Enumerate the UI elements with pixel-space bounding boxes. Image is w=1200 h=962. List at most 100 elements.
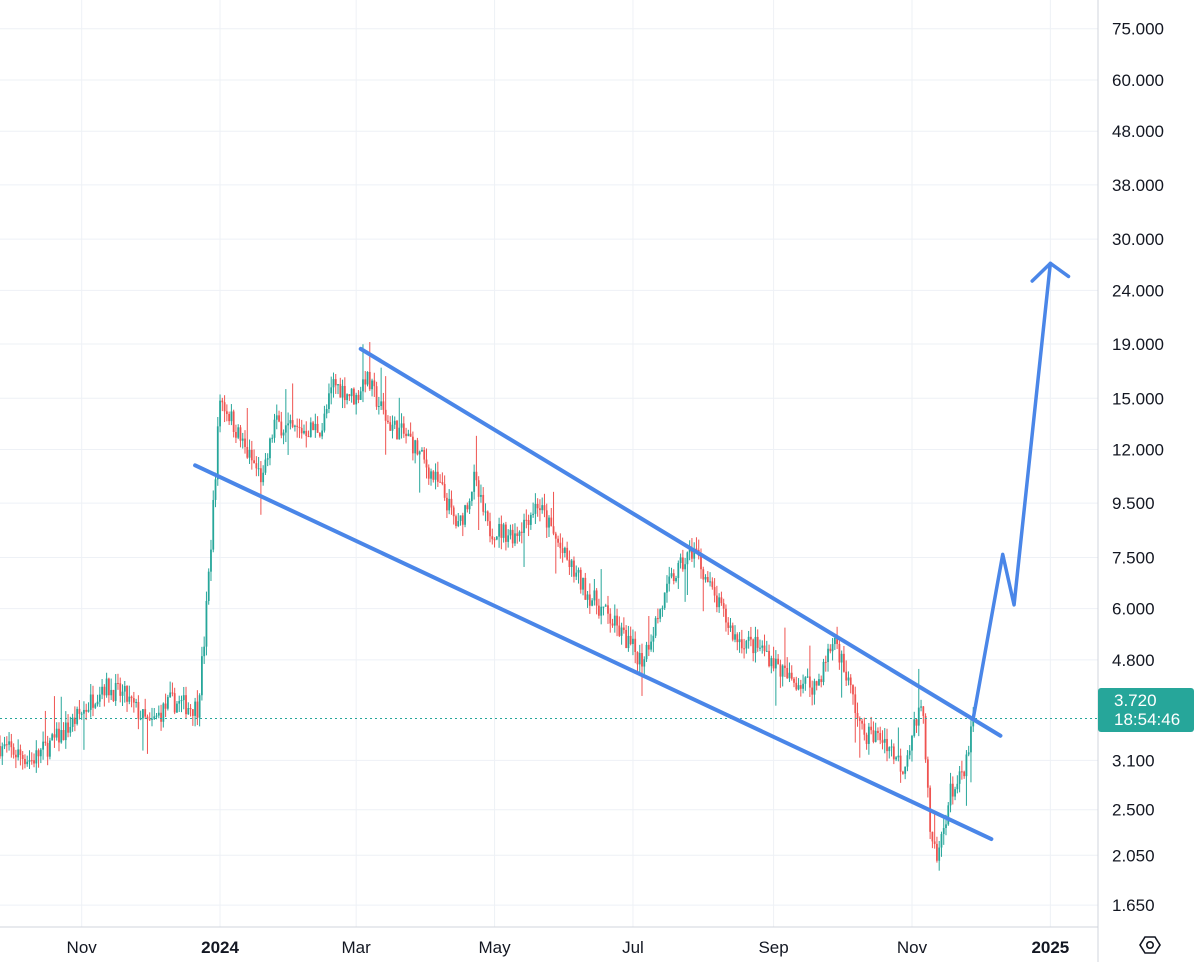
candle-body — [103, 686, 106, 696]
candle-body — [566, 547, 569, 560]
candle-body — [895, 757, 897, 760]
candle-body — [144, 709, 147, 717]
candle-body — [949, 783, 952, 806]
candle-body — [752, 639, 755, 654]
time-axis[interactable]: Nov 2024 Mar May Jul Sep Nov 2025 — [67, 938, 1070, 957]
candle-body — [67, 722, 69, 733]
time-tick-label: 2024 — [201, 938, 239, 957]
candle-body — [219, 400, 221, 427]
candle-body — [443, 483, 446, 498]
candle-body — [933, 841, 936, 844]
trendline-drawings[interactable] — [193, 261, 1071, 842]
candle-body — [611, 623, 614, 626]
candle-body — [883, 738, 886, 743]
candle-body — [854, 694, 857, 714]
candle-body — [722, 603, 725, 609]
candle-body — [550, 517, 553, 527]
candle-body — [663, 592, 666, 608]
candle-body — [180, 700, 183, 702]
candle-body — [790, 672, 793, 679]
candle-body — [114, 682, 117, 701]
candle-body — [534, 503, 537, 514]
candle-body — [259, 468, 262, 483]
candle-body — [257, 468, 260, 470]
candle-body — [561, 548, 564, 554]
price-axis[interactable]: 75.000 60.000 48.000 38.000 30.000 24.000 19.0… — [1112, 20, 1164, 915]
candle-body — [536, 503, 539, 509]
settings-icon — [1139, 936, 1161, 954]
last-price-badge — [1098, 688, 1194, 732]
candle-body — [239, 427, 242, 441]
candle-body — [607, 605, 609, 614]
candle-body — [613, 615, 616, 626]
candle-body — [461, 515, 464, 525]
candle-body — [473, 471, 476, 492]
candle-body — [831, 644, 834, 652]
candle-body — [296, 425, 299, 427]
candle-body — [382, 401, 385, 410]
candle-body — [223, 402, 226, 412]
time-tick-label: 2025 — [1031, 938, 1069, 957]
candle-body — [548, 517, 550, 528]
candle-body — [244, 438, 246, 447]
candle-body — [700, 555, 702, 570]
candle-body — [588, 594, 591, 606]
candle-body — [761, 645, 764, 648]
candle-body — [235, 431, 237, 438]
candle-body — [187, 707, 190, 715]
candle-body — [87, 709, 90, 712]
candle-body — [656, 618, 659, 620]
candle-body — [448, 498, 451, 511]
candle-body — [827, 648, 829, 662]
candle-body — [37, 750, 40, 757]
candle-body — [98, 694, 101, 702]
price-tick-label: 9.500 — [1112, 494, 1155, 513]
candle-body — [280, 421, 283, 436]
candle-body — [171, 692, 174, 694]
time-tick-label: May — [478, 938, 511, 957]
candle-body — [430, 471, 432, 479]
candle-body — [139, 718, 142, 720]
candle-body — [298, 426, 301, 428]
candle-body — [650, 641, 652, 650]
candle-body — [5, 744, 8, 746]
candle-body — [856, 713, 859, 719]
candle-body — [861, 720, 863, 724]
candle-body — [466, 505, 469, 510]
candle-body — [232, 411, 235, 432]
candle-body — [434, 471, 437, 480]
candle-body — [112, 689, 115, 701]
candle-body — [364, 379, 367, 385]
candle-body — [314, 423, 317, 431]
candle-body — [303, 430, 305, 434]
candle-body — [595, 590, 598, 606]
candle-body — [421, 450, 423, 452]
candle-body — [291, 420, 294, 427]
candle-body — [525, 519, 528, 521]
candle-body — [94, 704, 97, 708]
candle-body — [207, 571, 210, 601]
candle-body — [373, 380, 376, 387]
candle-body — [153, 716, 156, 719]
price-tick-label: 4.800 — [1112, 651, 1155, 670]
candle-body — [913, 719, 916, 736]
candle-body — [407, 433, 410, 437]
candle-body — [729, 625, 732, 628]
candle-body — [241, 438, 244, 441]
candle-body — [289, 420, 292, 424]
candle-body — [137, 701, 140, 719]
time-tick-label: Nov — [897, 938, 928, 957]
candle-body — [362, 379, 364, 392]
candle-body — [781, 665, 784, 677]
candle-body — [652, 635, 655, 642]
time-tick-label: Nov — [67, 938, 98, 957]
candle-body — [618, 625, 621, 636]
candle-body — [890, 746, 893, 748]
candle-body — [164, 703, 167, 709]
candle-body — [248, 449, 251, 458]
candle-body — [446, 497, 448, 511]
candle-body — [634, 638, 637, 652]
candle-body — [886, 738, 888, 752]
chart-settings-button[interactable] — [1133, 930, 1167, 960]
